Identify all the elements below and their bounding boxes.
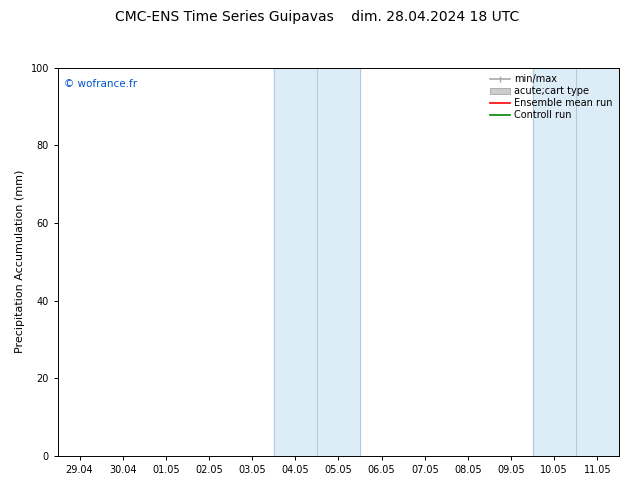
- Bar: [533, 68, 619, 456]
- Y-axis label: Precipitation Accumulation (mm): Precipitation Accumulation (mm): [15, 170, 25, 353]
- Bar: [274, 68, 360, 456]
- Legend: min/max, acute;cart type, Ensemble mean run, Controll run: min/max, acute;cart type, Ensemble mean …: [486, 71, 616, 124]
- Text: CMC-ENS Time Series Guipavas    dim. 28.04.2024 18 UTC: CMC-ENS Time Series Guipavas dim. 28.04.…: [115, 10, 519, 24]
- Text: © wofrance.fr: © wofrance.fr: [63, 79, 137, 89]
